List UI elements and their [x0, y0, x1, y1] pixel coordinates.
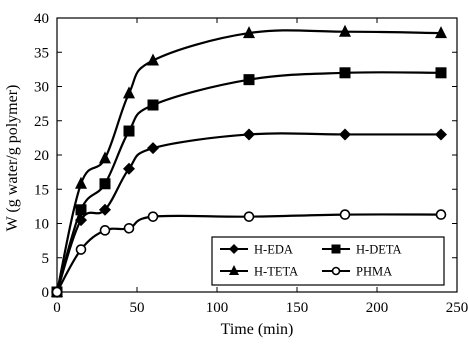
- marker-diamond: [243, 128, 255, 141]
- marker-square: [123, 125, 135, 137]
- marker-triangle: [99, 151, 111, 164]
- marker-triangle: [435, 26, 447, 39]
- marker-diamond: [99, 203, 111, 216]
- marker-open-circle: [51, 286, 63, 298]
- y-tick-label: 25: [34, 114, 49, 130]
- x-tick-label: 250: [446, 300, 468, 316]
- series-h-eda: [51, 128, 447, 298]
- legend-item: H-EDA: [220, 243, 293, 257]
- y-tick-label: 35: [34, 45, 49, 61]
- marker-diamond: [229, 244, 239, 254]
- marker-square: [243, 74, 255, 86]
- marker-open-circle: [331, 266, 341, 276]
- legend-label: H-DETA: [356, 243, 402, 257]
- marker-open-circle: [147, 211, 159, 222]
- marker-square: [75, 204, 87, 216]
- series-h-deta: [51, 67, 447, 298]
- legend-box: [211, 236, 445, 286]
- marker-open-circle: [243, 211, 255, 222]
- marker-square: [339, 67, 351, 79]
- x-tick-label: 100: [206, 300, 229, 316]
- marker-diamond: [339, 128, 351, 141]
- series-h-teta: [51, 24, 447, 297]
- marker-square: [331, 244, 341, 254]
- marker-diamond: [147, 142, 159, 155]
- y-tick-label: 5: [42, 251, 50, 267]
- y-tick-label: 15: [34, 182, 49, 198]
- y-tick-label: 10: [34, 217, 49, 233]
- marker-square: [99, 178, 111, 190]
- series-layer: [51, 24, 447, 298]
- x-tick-label: 50: [130, 300, 145, 316]
- legend-item: PHMA: [322, 265, 392, 279]
- y-axis-title: W (g water/g polymer): [4, 85, 21, 232]
- marker-diamond: [435, 128, 447, 141]
- marker-triangle: [123, 86, 135, 99]
- marker-triangle: [75, 176, 87, 189]
- marker-square: [435, 67, 447, 79]
- x-tick-label: 0: [53, 300, 61, 316]
- x-tick-label: 200: [366, 300, 389, 316]
- legend-label: H-TETA: [254, 265, 298, 279]
- marker-square: [147, 99, 159, 111]
- y-tick-label: 30: [34, 80, 49, 96]
- y-tick-label: 20: [34, 148, 49, 164]
- marker-triangle: [243, 26, 255, 39]
- marker-open-circle: [339, 209, 351, 220]
- y-tick-label: 40: [34, 11, 49, 27]
- marker-open-circle: [435, 209, 447, 220]
- marker-open-circle: [123, 222, 135, 234]
- marker-open-circle: [75, 244, 87, 255]
- legend: H-EDA H-DETA H-TETA PHMA: [211, 236, 445, 286]
- marker-open-circle: [99, 225, 111, 236]
- marker-triangle: [147, 53, 159, 66]
- legend-label: H-EDA: [254, 243, 293, 257]
- legend-item: H-DETA: [322, 243, 402, 257]
- series-phma: [51, 209, 447, 298]
- marker-triangle: [339, 24, 351, 37]
- x-axis-title: Time (min): [221, 321, 294, 338]
- legend-item: H-TETA: [220, 265, 298, 279]
- y-tick-label: 0: [42, 285, 50, 301]
- marker-diamond: [123, 162, 135, 175]
- legend-label: PHMA: [356, 265, 392, 279]
- marker-triangle: [229, 265, 239, 275]
- x-tick-label: 150: [286, 300, 309, 316]
